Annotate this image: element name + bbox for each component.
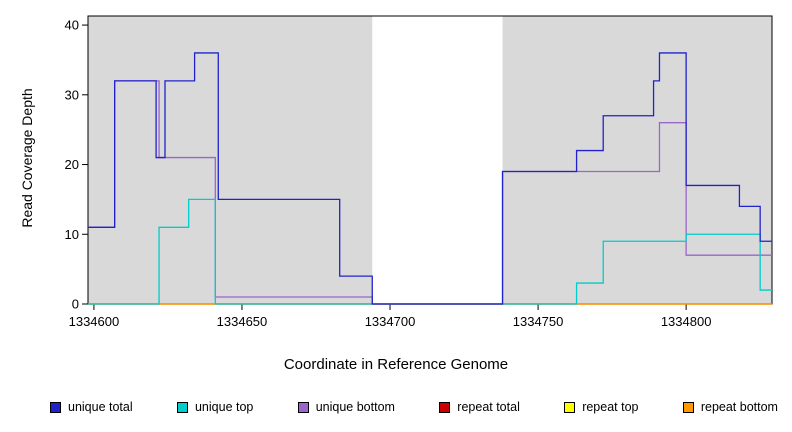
legend-label-repeat-top: repeat top [582,400,639,414]
x-tick-label: 1334650 [217,314,268,329]
legend-label-unique-total: unique total [68,400,133,414]
y-tick-label: 0 [72,297,79,312]
legend: unique total unique top unique bottom re… [0,400,792,414]
coverage-plot: 0 10 20 30 40 1334600 1334650 1334700 1334750 133… [65,15,773,329]
series-unique-total [88,52,772,305]
legend-item-unique-top: unique top [176,400,254,414]
legend-label-unique-bottom: unique bottom [315,400,395,414]
shaded-region [88,16,373,304]
x-tick-label: 1334700 [365,314,416,329]
x-tick-label: 1334800 [661,314,712,329]
legend-swatch-repeat-total [439,401,451,413]
legend-item-repeat-bottom: repeat bottom [682,400,778,414]
series-unique-top [88,198,772,305]
legend-swatch-unique-bottom [297,401,309,413]
legend-item-repeat-total: repeat total [439,400,520,414]
shaded-region [502,16,772,304]
y-tick-label: 40 [65,18,79,33]
legend-label-repeat-bottom: repeat bottom [700,400,778,414]
legend-item-repeat-top: repeat top [564,400,638,414]
legend-swatch-unique-top [176,401,188,413]
legend-item-unique-total: unique total [50,400,133,414]
x-tick-label: 1334600 [69,314,120,329]
y-tick-label: 20 [65,157,79,172]
y-tick-label: 10 [65,227,79,242]
legend-label-unique-top: unique top [194,400,254,414]
x-axis-label: Coordinate in Reference Genome [283,356,509,373]
legend-label-repeat-total: repeat total [457,400,520,414]
y-tick-label: 30 [65,87,79,102]
legend-swatch-unique-total [50,401,61,413]
x-tick-label: 1334750 [513,314,564,329]
y-axis-label: Read Coverage Depth [19,88,35,228]
legend-item-unique-bottom: unique bottom [297,400,395,414]
legend-swatch-repeat-top [564,401,576,413]
legend-swatch-repeat-bottom [682,401,694,413]
